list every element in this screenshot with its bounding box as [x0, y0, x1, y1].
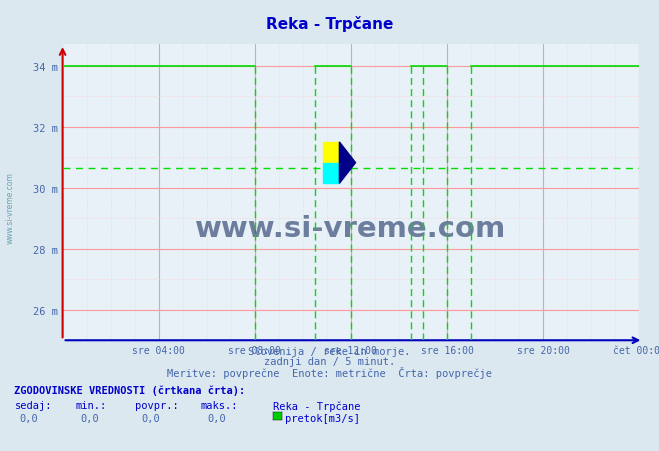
Polygon shape [324, 143, 339, 163]
Text: 0,0: 0,0 [142, 414, 160, 423]
Text: ZGODOVINSKE VREDNOSTI (črtkana črta):: ZGODOVINSKE VREDNOSTI (črtkana črta): [14, 384, 246, 395]
Text: sedaj:: sedaj: [14, 400, 52, 410]
Text: povpr.:: povpr.: [135, 400, 179, 410]
Polygon shape [339, 143, 356, 184]
Text: 0,0: 0,0 [80, 414, 99, 423]
Text: 0,0: 0,0 [20, 414, 38, 423]
Text: Reka - Trpčane: Reka - Trpčane [266, 16, 393, 32]
Text: min.:: min.: [76, 400, 107, 410]
Text: Reka - Trpčane: Reka - Trpčane [273, 400, 361, 411]
Text: www.si-vreme.com: www.si-vreme.com [195, 214, 507, 242]
Text: www.si-vreme.com: www.si-vreme.com [5, 171, 14, 244]
Text: pretok[m3/s]: pretok[m3/s] [285, 414, 360, 423]
Text: Meritve: povprečne  Enote: metrične  Črta: povprečje: Meritve: povprečne Enote: metrične Črta:… [167, 366, 492, 378]
Text: Slovenija / reke in morje.: Slovenija / reke in morje. [248, 346, 411, 356]
Text: zadnji dan / 5 minut.: zadnji dan / 5 minut. [264, 356, 395, 366]
Polygon shape [324, 163, 339, 184]
Text: 0,0: 0,0 [208, 414, 226, 423]
Text: maks.:: maks.: [201, 400, 239, 410]
